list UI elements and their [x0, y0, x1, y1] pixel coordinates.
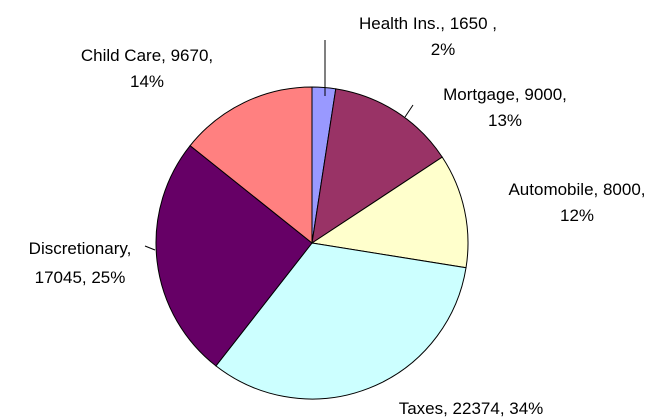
leader-line-mortgage [404, 104, 414, 118]
pie-slice-automobile [310, 156, 469, 269]
pie-slice-discretionary [155, 144, 313, 367]
slice-label-health-ins: Health Ins., 1650 , [359, 14, 497, 33]
slice-label-mortgage-line2: 13% [488, 111, 522, 130]
slice-label-automobile: Automobile, 8000, [508, 180, 645, 199]
slice-label-discretionary-line2: 17045, 25% [35, 268, 126, 287]
slice-label-health-ins-line2: 2% [431, 40, 456, 59]
pie-slice-child-care [189, 86, 313, 245]
leader-line-discretionary [144, 245, 156, 251]
slice-label-discretionary: Discretionary, [29, 239, 132, 258]
slice-label-taxes: Taxes, 22374, 34% [399, 399, 544, 418]
slice-label-child-care-line2: 14% [130, 72, 164, 91]
slice-label-automobile-line2: 12% [560, 206, 594, 225]
pie-slice-mortgage [311, 88, 443, 245]
slice-label-mortgage: Mortgage, 9000, [443, 85, 567, 104]
slice-label-child-care: Child Care, 9670, [81, 46, 213, 65]
pie-slice-taxes [215, 242, 467, 400]
